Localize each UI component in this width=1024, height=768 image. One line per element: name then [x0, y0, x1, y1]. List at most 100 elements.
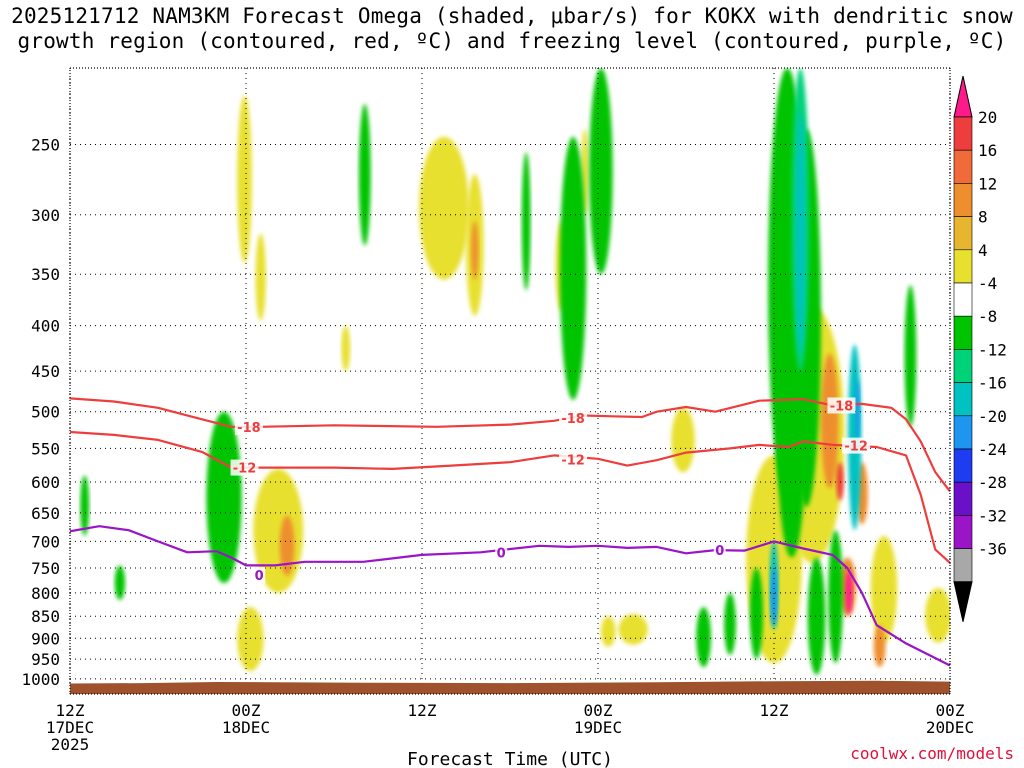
- colorbar: 20 16 12 8 4 -4 -8 -12 -16 -20 -24 -28 -32 -36: [953, 75, 1007, 622]
- colorbar-swatch-9: [953, 382, 973, 417]
- omega-region-21: [873, 625, 886, 668]
- omega-region-18: [820, 353, 839, 489]
- contour-label-0: -18: [237, 421, 261, 436]
- colorbar-swatch-8: [953, 349, 973, 383]
- y-tick-label-950: 950: [31, 650, 60, 669]
- pressure-gridlines: [69, 68, 951, 694]
- x-tick-label-3-1: 19DEC: [574, 718, 622, 737]
- contour-label-bg-8: [713, 542, 726, 559]
- colorbar-label-1: 16: [978, 141, 997, 160]
- omega-region-36: [696, 607, 711, 668]
- terrain-ground: [70, 680, 950, 694]
- omega-region-15: [600, 616, 616, 647]
- omega-region-14: [618, 613, 648, 645]
- x-tick-label-0-1: 17DEC: [46, 718, 94, 737]
- chart-title: 2025121712 NAM3KM Forecast Omega (shaded…: [0, 4, 1024, 54]
- y-tick-label-900: 900: [31, 629, 60, 648]
- omega-region-2: [341, 325, 351, 372]
- omega-region-42: [848, 344, 862, 531]
- omega-region-33: [807, 557, 826, 676]
- omega-region-35: [724, 592, 736, 656]
- credit-text: coolwx.com/models: [850, 744, 1014, 763]
- y-tick-label-550: 550: [31, 439, 60, 458]
- colorbar-top-arrow: [953, 75, 973, 118]
- contour-label-2: -18: [561, 412, 585, 427]
- contour-freezing-0: [70, 525, 950, 667]
- omega-region-26: [114, 565, 125, 601]
- colorbar-bottom-arrow: [953, 581, 973, 622]
- colorbar-label-12: -32: [978, 506, 1007, 525]
- y-tick-label-300: 300: [31, 206, 60, 225]
- y-axis-ticks: 250 300 350 400 450 500 550 600 650 700 750 800 850 9…: [21, 135, 60, 688]
- omega-region-30: [589, 68, 613, 275]
- y-tick-label-800: 800: [31, 584, 60, 603]
- colorbar-swatch-3: [953, 183, 973, 217]
- omega-region-25: [80, 475, 90, 536]
- terrain-band: [70, 680, 950, 694]
- contour-dendritic-18: [70, 397, 950, 493]
- colorbar-swatch-6: [953, 282, 973, 317]
- contour-label-bg-3: [559, 451, 588, 468]
- omega-region-45: [855, 379, 860, 442]
- y-tick-label-700: 700: [31, 532, 60, 551]
- y-tick-label-500: 500: [31, 403, 60, 422]
- colorbar-label-8: -16: [978, 374, 1007, 393]
- omega-region-34: [749, 567, 764, 660]
- omega-region-17: [471, 221, 479, 280]
- contour-label-bg-2: [559, 409, 588, 426]
- omega-region-5: [419, 136, 469, 280]
- y-tick-label-650: 650: [31, 504, 60, 523]
- contour-label-bg-5: [842, 437, 871, 454]
- contour-label-bg-7: [495, 544, 508, 561]
- x-tick-label-4-0: 12Z: [760, 701, 789, 720]
- contour-label-7: 0: [497, 546, 506, 561]
- colorbar-swatch-13: [953, 515, 973, 549]
- omega-region-39: [904, 285, 917, 427]
- colorbar-swatch-2: [953, 149, 973, 184]
- omega-region-44: [771, 567, 777, 626]
- colorbar-label-13: -36: [978, 540, 1007, 559]
- x-tick-label-5-0: 00Z: [936, 701, 965, 720]
- omega-region-24: [206, 411, 242, 584]
- x-tick-label-0-0: 12Z: [56, 701, 85, 720]
- x-tick-label-5-1: 20DEC: [926, 718, 974, 737]
- y-tick-label-750: 750: [31, 559, 60, 578]
- omega-region-32: [828, 530, 843, 664]
- omega-region-16: [279, 515, 295, 576]
- colorbar-label-0: 20: [978, 108, 997, 127]
- contour-label-5: -12: [844, 440, 868, 455]
- colorbar-label-3: 8: [978, 208, 988, 227]
- x-axis-label: Forecast Time (UTC): [407, 749, 613, 768]
- colorbar-label-6: -8: [978, 307, 997, 326]
- omega-region-1: [255, 233, 266, 321]
- contour-label-bg-6: [253, 567, 266, 584]
- colorbar-label-4: 4: [978, 241, 988, 260]
- colorbar-swatch-10: [953, 415, 973, 450]
- contour-label-4: -18: [830, 399, 854, 414]
- y-tick-label-1000: 1000: [21, 670, 60, 689]
- omega-region-41: [796, 112, 805, 354]
- colorbar-label-2: 12: [978, 174, 997, 193]
- omega-region-9: [671, 407, 695, 473]
- omega-region-29: [559, 136, 587, 400]
- x-tick-label-1-0: 00Z: [232, 701, 261, 720]
- contour-label-bg-4: [827, 397, 856, 414]
- colorbar-swatch-4: [953, 216, 973, 251]
- contour-label-3: -12: [561, 453, 585, 468]
- colorbar-swatch-1: [953, 116, 973, 151]
- y-tick-label-250: 250: [31, 135, 60, 154]
- y-tick-label-400: 400: [31, 317, 60, 336]
- chart-title-line-1: 2025121712 NAM3KM Forecast Omega (shaded…: [11, 4, 1013, 28]
- colorbar-swatch-5: [953, 249, 973, 284]
- colorbar-swatch-14: [953, 548, 973, 583]
- chart-title-line-2: growth region (contoured, red, ºC) and f…: [17, 29, 1007, 53]
- colorbar-label-10: -24: [978, 440, 1007, 459]
- colorbar-label-7: -12: [978, 340, 1007, 359]
- contour-label-bg-1: [230, 459, 259, 476]
- omega-region-4: [237, 607, 264, 672]
- omega-region-12: [870, 535, 898, 643]
- contour-label-1: -12: [233, 462, 257, 477]
- x-tick-label-0-2: 2025: [51, 735, 90, 754]
- x-tick-label-3-0: 00Z: [584, 701, 613, 720]
- omega-region-13: [925, 588, 950, 643]
